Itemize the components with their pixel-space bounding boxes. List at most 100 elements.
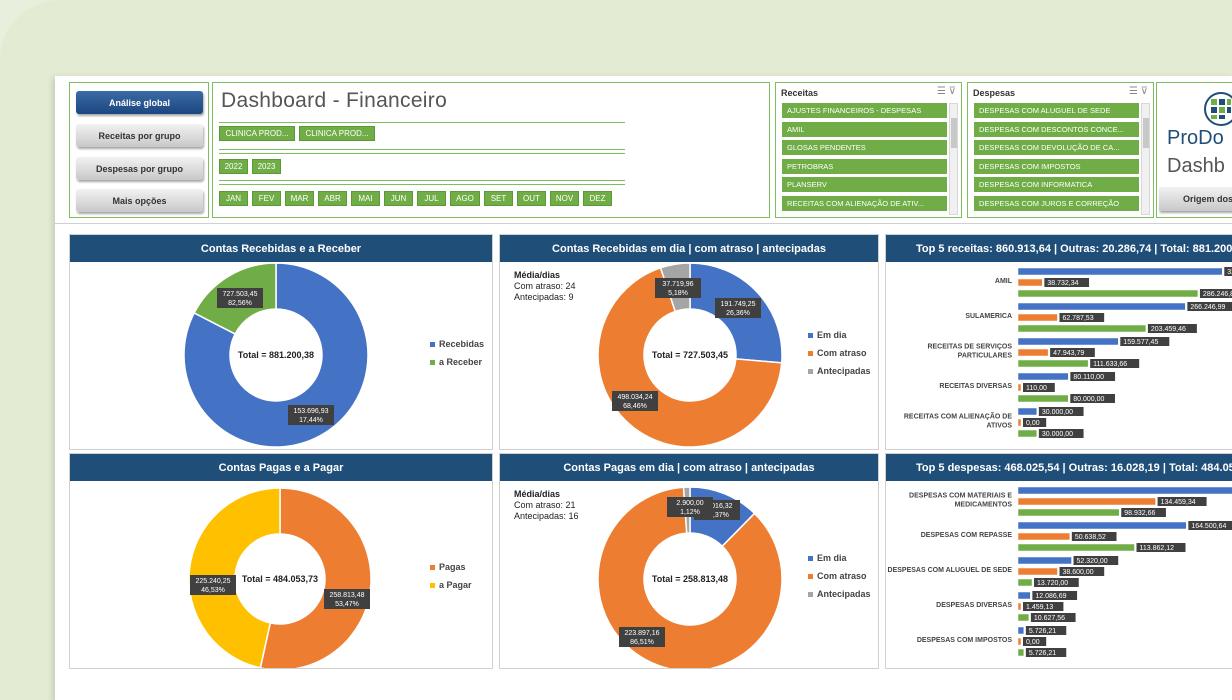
data-label-box [217, 288, 263, 308]
clear-filter-icon[interactable]: ⊽ [1140, 86, 1148, 97]
scroll-thumb[interactable] [1143, 118, 1149, 148]
slicer-item[interactable]: DESPESAS COM INFORMATICA [974, 177, 1139, 192]
bar [1017, 543, 1135, 552]
bar [1017, 648, 1025, 657]
month-filter-chip[interactable]: JUN [384, 191, 413, 206]
data-label-pct: 1,12% [680, 509, 700, 516]
scrollbar[interactable] [949, 103, 958, 215]
data-label-pct: 46,53% [201, 587, 225, 594]
month-filter-chip[interactable]: MAR [285, 191, 314, 206]
data-label-box [612, 391, 658, 411]
panel-contas-recebidas: Contas Recebidas e a Receber Total = 881… [69, 234, 493, 450]
category-label: PARTICULARES [958, 353, 1013, 360]
donut-center-label: Total = 484.053,73 [242, 574, 318, 584]
data-label-pct: 26,36% [726, 310, 750, 317]
clinic-filter-chip[interactable]: CLINICA PROD... [219, 126, 295, 141]
nav-receitas-por-grupo-button[interactable]: Receitas por grupo [76, 124, 203, 147]
month-filter-chip[interactable]: SET [484, 191, 513, 206]
multi-select-icon[interactable]: ☰ [936, 86, 946, 97]
bar-label-box [1187, 302, 1232, 311]
year-filter-chip[interactable]: 2022 [219, 159, 248, 174]
month-filter-chip[interactable]: JAN [219, 191, 248, 206]
legend-swatch [808, 369, 813, 374]
data-label-value: 498.034,24 [617, 394, 652, 401]
category-label: DESPESAS COM IMPOSTOS [917, 637, 1012, 644]
multi-select-icon[interactable]: ☰ [1128, 86, 1138, 97]
legend-label: Com atraso [817, 571, 867, 581]
slicer-item[interactable]: RECEITAS COM ALIENAÇÃO DE ATIV... [782, 195, 947, 211]
bar-label: 62.787,53 [1062, 315, 1093, 322]
despesas-slicer: Despesas ☰ ⊽ DESPESAS COM ALUGUEL DE SED… [967, 82, 1154, 218]
slicer-item[interactable]: DESPESAS COM DESCONTOS CONCE... [974, 121, 1139, 137]
nav-mais-opcoes-button[interactable]: Mais opções [76, 189, 203, 212]
bar-label-box [1073, 556, 1119, 565]
bar-label-box [1147, 324, 1197, 333]
bar [1017, 637, 1022, 646]
month-filter-chip[interactable]: JUL [417, 191, 446, 206]
data-label-box [619, 627, 665, 647]
donut-center-label: Total = 258.813,48 [652, 574, 728, 584]
bar [1017, 532, 1071, 541]
media-dias-box: Média/dias Com atraso: 21 Antecipadas: 1… [514, 489, 579, 522]
panel-title: Top 5 receitas: 860.913,64 | Outras: 20.… [886, 235, 1232, 262]
legend-label: Recebidas [439, 339, 484, 349]
data-label-value: 32.016,32 [701, 503, 732, 510]
clinic-filter-chip[interactable]: CLINICA PROD... [299, 126, 375, 141]
origem-button[interactable]: Origem dos [1159, 187, 1232, 211]
slicer-item[interactable]: DESPESAS COM IMPOSTOS [974, 158, 1139, 174]
bar-label-box [1023, 383, 1055, 392]
media-antecipadas: Antecipadas: 9 [514, 292, 574, 302]
nav-analise-global-button[interactable]: Análise global [76, 91, 203, 114]
category-label: AMIL [995, 278, 1013, 285]
month-filter-chip[interactable]: FEV [252, 191, 281, 206]
data-label-box [655, 278, 701, 298]
donut-center-label: Total = 881.200,38 [238, 350, 314, 360]
slicer-item[interactable]: DESPESAS COM DEVOLUÇÃO DE CA... [974, 140, 1139, 155]
bar [1017, 267, 1223, 276]
slicer-item[interactable]: AMIL [782, 121, 947, 137]
bar-label: 111.633,66 [1093, 361, 1127, 368]
bar-label-box [1034, 578, 1079, 587]
donut-chart-recebidas-status: Total = 727.503,45 191.749,25 26,36% 498.03… [597, 262, 871, 448]
month-filter-chip[interactable]: MAI [351, 191, 380, 206]
legend-swatch [808, 574, 813, 579]
slicer-item[interactable]: GLOSAS PENDENTES [782, 140, 947, 155]
category-label: DESPESAS COM REPASSE [921, 532, 1013, 539]
bar-label-box [1050, 348, 1095, 357]
slicer-item[interactable]: PLANSERV [782, 177, 947, 192]
bar-label-box [1059, 567, 1105, 576]
data-label-pct: 82,56% [228, 300, 252, 307]
month-filter-chip[interactable]: DEZ [583, 191, 612, 206]
bar [1017, 278, 1043, 287]
bar-label: 80.110,00 [1073, 374, 1104, 381]
bar-label: 38.732,34 [1047, 280, 1078, 287]
clear-filter-icon[interactable]: ⊽ [948, 86, 956, 97]
bar-label: 110,00 [1026, 385, 1047, 392]
data-label-value: 727.503,45 [222, 291, 257, 298]
month-filter-chip[interactable]: OUT [517, 191, 546, 206]
bar-label: 50.638,52 [1075, 534, 1106, 541]
month-filter-chip[interactable]: NOV [550, 191, 579, 206]
receitas-slicer: Receitas ☰ ⊽ AJUSTES FINANCEIROS - DESPE… [775, 82, 962, 218]
bar [1017, 313, 1058, 322]
scroll-thumb[interactable] [951, 118, 957, 148]
slicer-item[interactable]: DESPESAS COM JUROS E CORREÇÃO [974, 195, 1139, 211]
slicer-item[interactable]: DESPESAS COM ALUGUEL DE SEDE [974, 103, 1139, 118]
month-filter-chip[interactable]: AGO [450, 191, 480, 206]
data-label-value: 225.240,25 [195, 578, 230, 585]
slicer-item[interactable]: AJUSTES FINANCEIROS - DESPESAS [782, 103, 947, 118]
category-label: MEDICAMENTOS [955, 502, 1013, 509]
bar [1017, 591, 1031, 600]
scrollbar[interactable] [1141, 103, 1150, 215]
slicer-item[interactable]: PETROBRAS [782, 158, 947, 174]
donut-slice [259, 487, 372, 668]
logo-brand: ProDo [1167, 127, 1224, 149]
media-antecipadas: Antecipadas: 16 [514, 511, 579, 521]
nav-despesas-por-grupo-button[interactable]: Despesas por grupo [76, 157, 203, 180]
legend-swatch [430, 565, 435, 570]
month-filter-chip[interactable]: ABR [318, 191, 347, 206]
bar-label: 30.000,00 [1042, 431, 1073, 438]
year-filter-chip[interactable]: 2023 [252, 159, 281, 174]
bar-label-box [1070, 394, 1115, 403]
legend-swatch [808, 351, 813, 356]
